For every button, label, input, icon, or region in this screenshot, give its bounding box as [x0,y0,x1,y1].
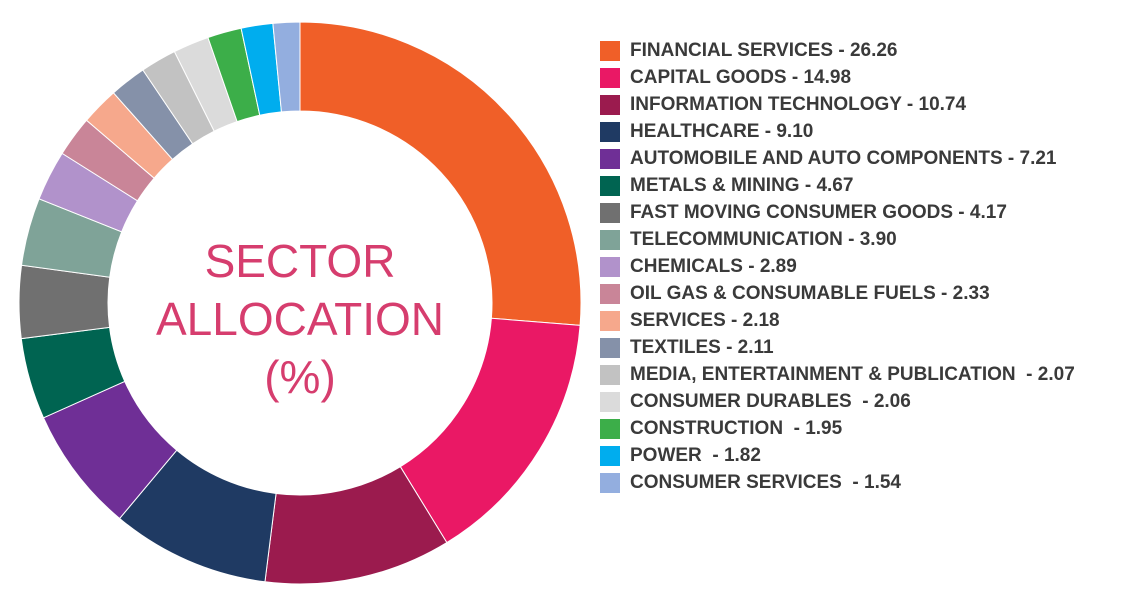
chart-title-line: SECTOR [204,235,396,287]
legend-item: CHEMICALS - 2.89 [600,256,1120,278]
chart-title: SECTOR ALLOCATION (%) [150,232,450,406]
legend-swatch [600,392,620,412]
legend-item: AUTOMOBILE AND AUTO COMPONENTS - 7.21 [600,148,1120,170]
legend-swatch [600,95,620,115]
legend-swatch [600,419,620,439]
legend-label: FAST MOVING CONSUMER GOODS - 4.17 [630,202,1007,223]
legend-item: CONSUMER DURABLES - 2.06 [600,391,1120,413]
legend-item: HEALTHCARE - 9.10 [600,121,1120,143]
legend-swatch [600,257,620,277]
legend-item: METALS & MINING - 4.67 [600,175,1120,197]
legend-item: CONSUMER SERVICES - 1.54 [600,472,1120,494]
legend-label: FINANCIAL SERVICES - 26.26 [630,40,898,61]
legend-item: POWER - 1.82 [600,445,1120,467]
legend-item: FAST MOVING CONSUMER GOODS - 4.17 [600,202,1120,224]
legend-item: INFORMATION TECHNOLOGY - 10.74 [600,94,1120,116]
legend-label: POWER - 1.82 [630,445,761,466]
legend: FINANCIAL SERVICES - 26.26 CAPITAL GOODS … [600,40,1120,499]
legend-item: TEXTILES - 2.11 [600,337,1120,359]
legend-label: OIL GAS & CONSUMABLE FUELS - 2.33 [630,283,990,304]
legend-item: SERVICES - 2.18 [600,310,1120,332]
legend-swatch [600,41,620,61]
legend-label: INFORMATION TECHNOLOGY - 10.74 [630,94,967,115]
legend-swatch [600,338,620,358]
legend-swatch [600,365,620,385]
legend-swatch [600,122,620,142]
legend-label: TELECOMMUNICATION - 3.90 [630,229,897,250]
legend-item: CONSTRUCTION - 1.95 [600,418,1120,440]
legend-swatch [600,230,620,250]
legend-item: OIL GAS & CONSUMABLE FUELS - 2.33 [600,283,1120,305]
legend-label: MEDIA, ENTERTAINMENT & PUBLICATION - 2.0… [630,364,1075,385]
legend-swatch [600,176,620,196]
legend-swatch [600,203,620,223]
legend-label: CHEMICALS - 2.89 [630,256,797,277]
legend-swatch [600,311,620,331]
legend-label: SERVICES - 2.18 [630,310,780,331]
donut-svg [18,21,582,585]
legend-label: AUTOMOBILE AND AUTO COMPONENTS - 7.21 [630,148,1057,169]
legend-label: HEALTHCARE - 9.10 [630,121,814,142]
legend-label: CONSUMER SERVICES - 1.54 [630,472,902,493]
chart-title-line: (%) [264,351,336,403]
legend-label: CONSTRUCTION - 1.95 [630,418,843,439]
donut-chart: SECTOR ALLOCATION (%) [18,21,582,585]
donut-slice-16 [272,21,301,113]
legend-item: CAPITAL GOODS - 14.98 [600,67,1120,89]
legend-swatch [600,68,620,88]
donut-slice-0 [299,21,582,326]
legend-label: METALS & MINING - 4.67 [630,175,854,196]
chart-title-line: ALLOCATION [156,293,444,345]
legend-swatch [600,284,620,304]
legend-item: TELECOMMUNICATION - 3.90 [600,229,1120,251]
legend-item: FINANCIAL SERVICES - 26.26 [600,40,1120,62]
donut-slice-6 [18,264,111,340]
legend-label: CAPITAL GOODS - 14.98 [630,67,852,88]
legend-swatch [600,149,620,169]
legend-swatch [600,446,620,466]
legend-label: TEXTILES - 2.11 [630,337,774,358]
legend-label: CONSUMER DURABLES - 2.06 [630,391,911,412]
legend-swatch [600,473,620,493]
legend-item: MEDIA, ENTERTAINMENT & PUBLICATION - 2.0… [600,364,1120,386]
